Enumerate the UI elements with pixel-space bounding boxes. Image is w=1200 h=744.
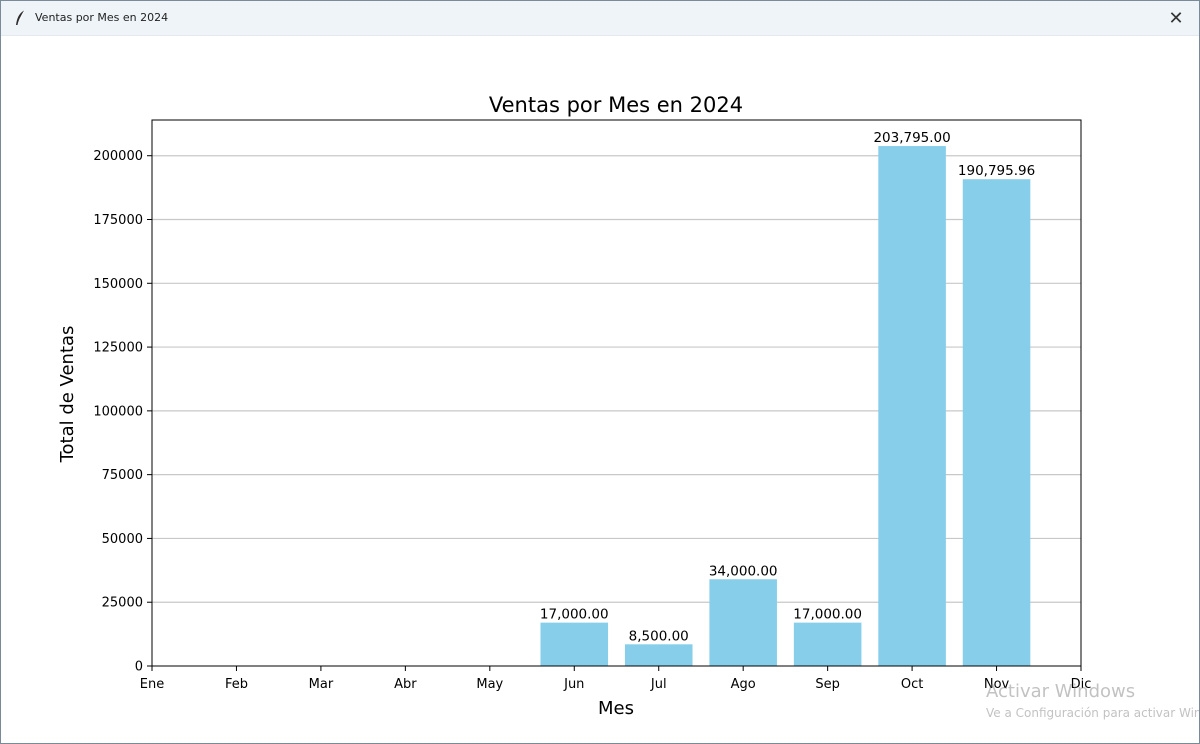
bar-jun: [540, 622, 609, 666]
chart-title: Ventas por Mes en 2024: [489, 93, 743, 117]
plot-frame: [151, 119, 1082, 667]
bar-value-label: 17,000.00: [793, 607, 862, 623]
bar-oct: [878, 146, 946, 666]
y-tick-label: 25000: [102, 596, 143, 611]
watermark-line-1: Activar Windows: [986, 681, 1136, 702]
y-tick-label: 150000: [93, 277, 143, 292]
y-axis-label: Total de Ventas: [57, 326, 78, 464]
x-tick-label: Abr: [394, 677, 417, 692]
x-tick-label: Nov: [984, 677, 1010, 692]
bar-value-label: 17,000.00: [540, 607, 609, 623]
bar-sep: [793, 622, 862, 666]
x-tick-label: Ene: [140, 677, 164, 692]
window-title: Ventas por Mes en 2024: [35, 11, 169, 24]
y-tick-label: 200000: [93, 149, 143, 164]
x-tick-label: Feb: [225, 677, 248, 692]
title-bar[interactable]: Ventas por Mes en 2024 ✕: [1, 1, 1199, 36]
x-tick-label: Dic: [1071, 677, 1092, 692]
y-tick-label: 125000: [93, 341, 143, 356]
x-axis-label: Mes: [598, 698, 634, 719]
x-tick-label: May: [476, 677, 503, 692]
y-tick-label: 100000: [93, 404, 143, 419]
x-tick-label: Jul: [650, 677, 667, 692]
bar-value-label: 34,000.00: [709, 563, 778, 579]
bar-chart: Ventas por Mes en 2024 Total de Ventas M…: [57, 93, 1092, 719]
feather-icon: [13, 9, 29, 27]
x-tick-label: Sep: [815, 677, 840, 692]
close-button[interactable]: ✕: [1153, 1, 1199, 35]
bar-nov: [962, 179, 1031, 667]
y-tick-label: 0: [135, 660, 143, 675]
close-icon: ✕: [1168, 7, 1184, 29]
watermark-line-2: Ve a Configuración para activar Windows.: [986, 706, 1199, 720]
y-tick-label: 175000: [93, 213, 143, 228]
gridlines: [152, 155, 1081, 603]
x-tick-label: Oct: [901, 677, 923, 692]
y-tick-label: 75000: [102, 468, 143, 483]
x-tick-label: Jun: [563, 677, 584, 692]
bars: [540, 146, 1031, 667]
bar-value-label: 8,500.00: [629, 628, 689, 644]
bar-ago: [709, 579, 777, 666]
bar-jul: [624, 644, 693, 666]
bar-value-label: 203,795.00: [873, 130, 950, 146]
y-tick-label: 50000: [102, 532, 143, 547]
bar-value-labels: 17,000.00 8,500.00 34,000.00 17,000.00 203,7…: [540, 130, 1035, 644]
x-tick-label: Mar: [309, 677, 334, 692]
windows-activation-watermark: Activar Windows Ve a Configuración para …: [986, 681, 1199, 720]
axes: 0 25000 50000 75000 100000 125000 150000 175000…: [93, 119, 1092, 692]
bar-value-label: 190,795.96: [958, 163, 1035, 179]
x-tick-label: Ago: [731, 677, 756, 692]
